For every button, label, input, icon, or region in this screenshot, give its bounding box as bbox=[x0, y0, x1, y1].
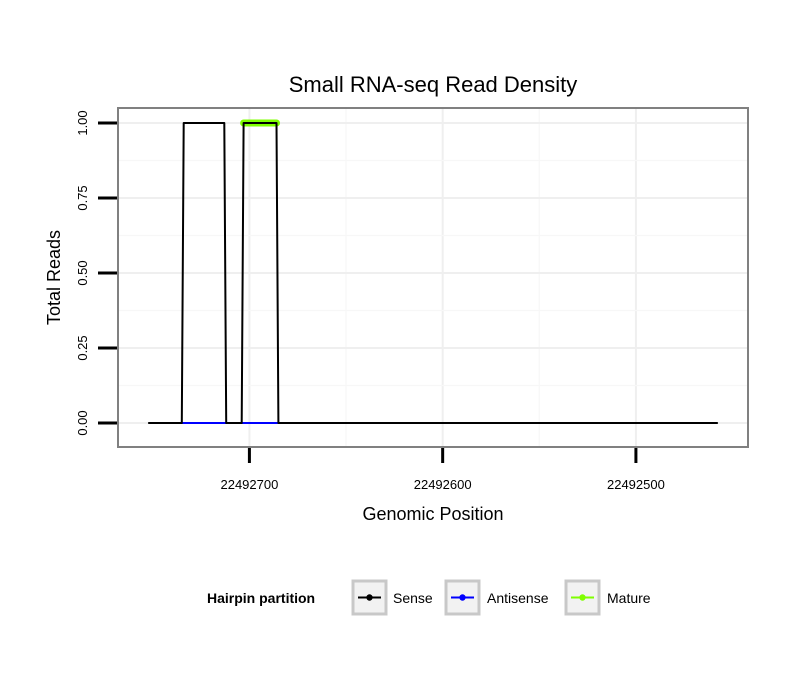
legend-key-dot bbox=[366, 594, 373, 601]
legend: Hairpin partition Sense Antisense Mature bbox=[207, 579, 651, 616]
axes: 0.00 0.25 0.50 0.75 1.00 22492700 22492600 2249… bbox=[75, 110, 665, 492]
y-tick-label: 0.25 bbox=[75, 335, 90, 360]
series-line-sense bbox=[147, 122, 719, 424]
y-axis-label: Total Reads bbox=[44, 230, 64, 325]
chart-title: Small RNA-seq Read Density bbox=[289, 72, 578, 97]
y-tick-label: 1.00 bbox=[75, 110, 90, 135]
legend-key-dot bbox=[579, 594, 586, 601]
legend-item-mature: Mature bbox=[564, 579, 651, 616]
legend-key-dot bbox=[459, 594, 466, 601]
legend-item-antisense: Antisense bbox=[444, 579, 549, 616]
legend-item-sense: Sense bbox=[351, 579, 433, 616]
legend-label: Antisense bbox=[487, 590, 549, 606]
y-tick-label: 0.75 bbox=[75, 185, 90, 210]
legend-label: Sense bbox=[393, 590, 433, 606]
grid bbox=[118, 108, 748, 447]
legend-label: Mature bbox=[607, 590, 651, 606]
x-tick-label: 22492500 bbox=[607, 477, 665, 492]
y-tick-label: 0.50 bbox=[75, 260, 90, 285]
x-axis-label: Genomic Position bbox=[362, 504, 503, 524]
y-tick-label: 0.00 bbox=[75, 410, 90, 435]
x-tick-label: 22492600 bbox=[414, 477, 472, 492]
panel-border bbox=[117, 107, 749, 448]
series-layer bbox=[147, 119, 719, 424]
legend-title: Hairpin partition bbox=[207, 590, 315, 606]
x-tick-label: 22492700 bbox=[220, 477, 278, 492]
